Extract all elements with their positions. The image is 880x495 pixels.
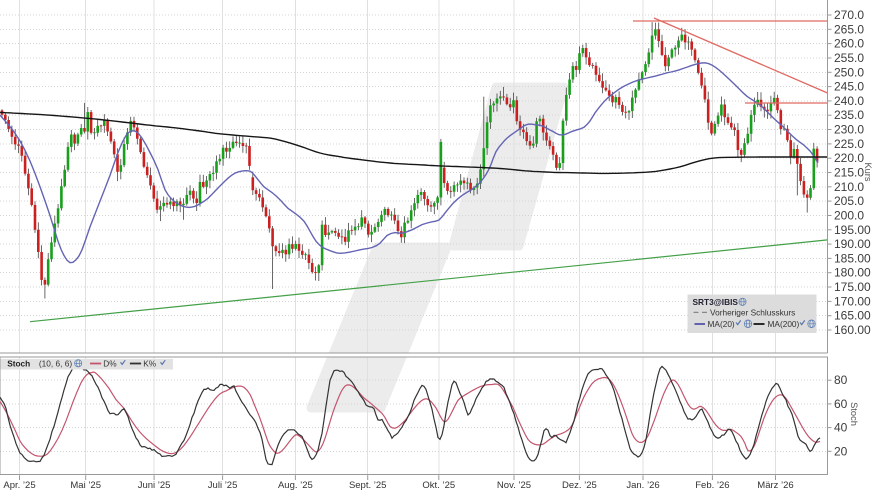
svg-text:260.0: 260.0 [834, 37, 864, 51]
svg-text:K%: K% [143, 359, 157, 369]
svg-text:Juni ’25: Juni ’25 [138, 480, 171, 491]
svg-text:Stoch: Stoch [849, 402, 859, 426]
svg-text:175.00: 175.00 [834, 280, 871, 294]
svg-text:165.00: 165.00 [834, 309, 871, 323]
svg-text:SRT3@IBIS: SRT3@IBIS [693, 297, 739, 307]
svg-text:200.0: 200.0 [834, 209, 864, 223]
svg-text:Vorheriger Schlusskurs: Vorheriger Schlusskurs [710, 308, 795, 318]
svg-text:Kurs: Kurs [863, 162, 873, 181]
svg-text:(10, 6, 6): (10, 6, 6) [39, 359, 72, 369]
svg-text:160.00: 160.00 [834, 323, 871, 337]
svg-text:220.0: 220.0 [834, 151, 864, 165]
svg-text:40: 40 [834, 421, 848, 435]
svg-text:190.00: 190.00 [834, 237, 871, 251]
svg-text:60: 60 [834, 397, 848, 411]
svg-text:Feb. ’26: Feb. ’26 [695, 480, 729, 491]
svg-text:185.00: 185.00 [834, 251, 871, 265]
svg-text:MA(200): MA(200) [768, 319, 800, 329]
svg-text:180.00: 180.00 [834, 266, 871, 280]
svg-text:170.00: 170.00 [834, 294, 871, 308]
svg-text:Jan. ’26: Jan. ’26 [626, 480, 659, 491]
svg-text:195.00: 195.00 [834, 223, 871, 237]
svg-text:265.0: 265.0 [834, 22, 864, 36]
svg-text:230.0: 230.0 [834, 123, 864, 137]
svg-text:250.0: 250.0 [834, 65, 864, 79]
svg-text:240.0: 240.0 [834, 94, 864, 108]
svg-text:D%: D% [103, 359, 117, 369]
svg-text:Mai ’25: Mai ’25 [70, 480, 101, 491]
svg-text:Sept. ’25: Sept. ’25 [349, 480, 387, 491]
svg-text:Aug. ’25: Aug. ’25 [278, 480, 313, 491]
svg-text:März ’26: März ’26 [757, 480, 793, 491]
svg-text:235.0: 235.0 [834, 108, 864, 122]
svg-text:255.0: 255.0 [834, 51, 864, 65]
svg-text:Dez. ’25: Dez. ’25 [562, 480, 597, 491]
svg-text:270.0: 270.0 [834, 8, 864, 22]
svg-text:245.0: 245.0 [834, 80, 864, 94]
svg-text:215.0: 215.0 [834, 166, 864, 180]
svg-text:Apr. ’25: Apr. ’25 [3, 480, 35, 491]
svg-text:Stoch: Stoch [7, 359, 30, 369]
svg-text:MA(20): MA(20) [708, 319, 735, 329]
svg-text:205.0: 205.0 [834, 194, 864, 208]
svg-text:Okt. ’25: Okt. ’25 [422, 480, 455, 491]
svg-text:Nov. ’25: Nov. ’25 [497, 480, 531, 491]
svg-text:20: 20 [834, 444, 848, 458]
svg-text:225.0: 225.0 [834, 137, 864, 151]
svg-text:80: 80 [834, 373, 848, 387]
svg-text:210.0: 210.0 [834, 180, 864, 194]
svg-text:Juli ’25: Juli ’25 [208, 480, 238, 491]
